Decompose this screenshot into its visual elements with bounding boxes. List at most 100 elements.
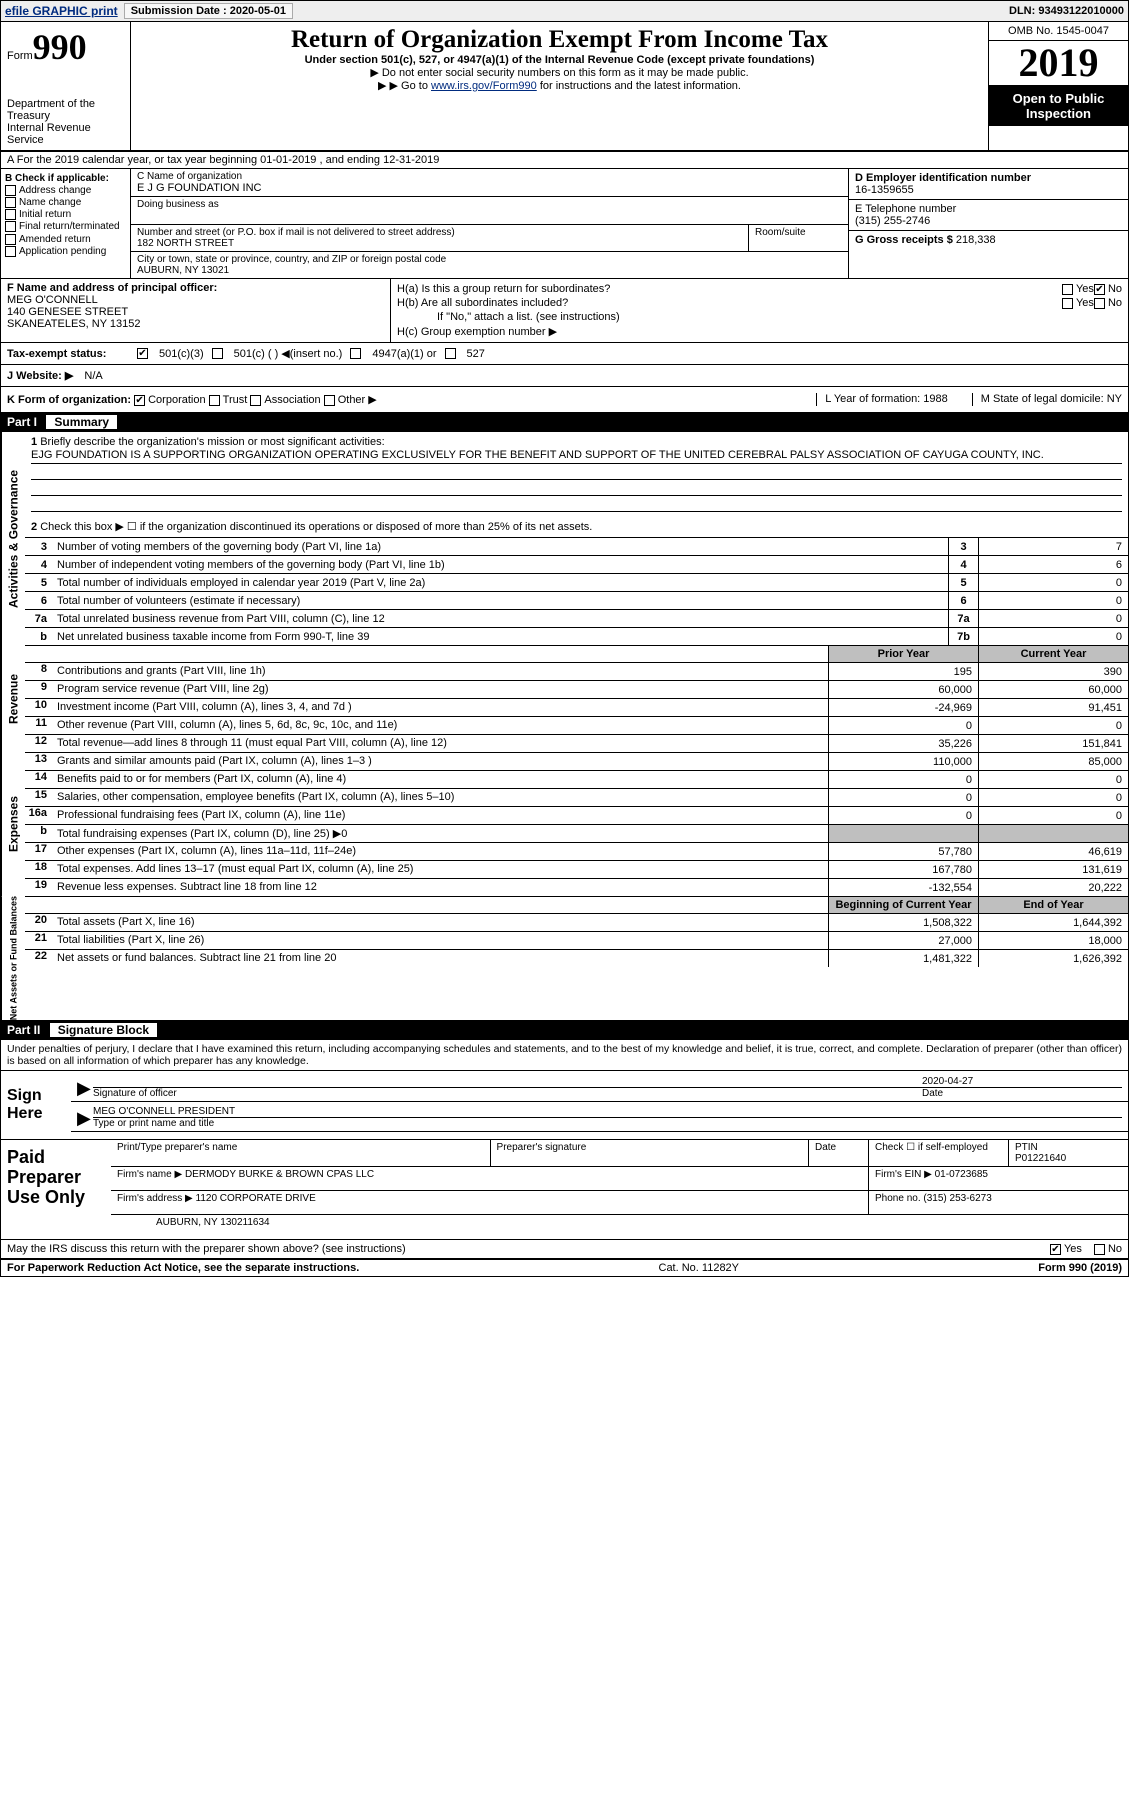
org-name: E J G FOUNDATION INC	[137, 182, 842, 194]
efile-link[interactable]: efile GRAPHIC print	[5, 4, 118, 18]
form-subtitle: Under section 501(c), 527, or 4947(a)(1)…	[137, 54, 982, 66]
officer-name: MEG O'CONNELL	[7, 294, 384, 306]
box-f: F Name and address of principal officer:…	[1, 279, 391, 342]
tax-year: 2019	[989, 41, 1128, 86]
firm-name: Firm's name ▶ DERMODY BURKE & BROWN CPAS…	[111, 1167, 868, 1190]
instruction-line2: ▶ Go to www.irs.gov/Form990 for instruct…	[137, 79, 982, 92]
discuss-yes[interactable]	[1050, 1244, 1061, 1255]
paid-preparer-block: Paid Preparer Use Only Print/Type prepar…	[1, 1139, 1128, 1239]
table-row: 9Program service revenue (Part VIII, lin…	[25, 680, 1128, 698]
footer: For Paperwork Reduction Act Notice, see …	[1, 1258, 1128, 1276]
prep-name: Print/Type preparer's name	[111, 1140, 490, 1166]
cb-501c3[interactable]	[137, 348, 148, 359]
cb-amended[interactable]: Amended return	[5, 234, 126, 245]
cb-527[interactable]	[445, 348, 456, 359]
table-row: 22Net assets or fund balances. Subtract …	[25, 949, 1128, 967]
table-row: 11Other revenue (Part VIII, column (A), …	[25, 716, 1128, 734]
table-row: 19Revenue less expenses. Subtract line 1…	[25, 878, 1128, 896]
header-right: OMB No. 1545-0047 2019 Open to Public In…	[988, 22, 1128, 150]
paperwork-notice: For Paperwork Reduction Act Notice, see …	[7, 1262, 359, 1274]
beg-end-header: Beginning of Current Year End of Year	[25, 896, 1128, 913]
box-l: L Year of formation: 1988	[816, 393, 948, 406]
hb-yes[interactable]	[1062, 298, 1073, 309]
table-row: bNet unrelated business taxable income f…	[25, 627, 1128, 645]
ein: 16-1359655	[855, 184, 1122, 196]
room-box: Room/suite	[748, 225, 848, 252]
firm-addr: Firm's address ▶ 1120 CORPORATE DRIVE	[111, 1191, 868, 1214]
table-row: 8Contributions and grants (Part VIII, li…	[25, 662, 1128, 680]
website-row: J Website: ▶ N/A	[1, 364, 1128, 386]
summary-rev: Revenue Prior Year Current Year 8Contrib…	[1, 645, 1128, 752]
box-h: H(a) Is this a group return for subordin…	[391, 279, 1128, 342]
table-row: 14Benefits paid to or for members (Part …	[25, 770, 1128, 788]
table-row: 4Number of independent voting members of…	[25, 555, 1128, 573]
cb-address-change[interactable]: Address change	[5, 185, 126, 196]
table-row: 7aTotal unrelated business revenue from …	[25, 609, 1128, 627]
arrow-icon: ▶	[77, 1108, 93, 1129]
cb-4947[interactable]	[350, 348, 361, 359]
cb-corp[interactable]	[134, 395, 145, 406]
form-header: Form990 Department of the Treasury Inter…	[1, 22, 1128, 152]
ha-yes[interactable]	[1062, 284, 1073, 295]
cb-assoc[interactable]	[250, 395, 261, 406]
gross-receipts: 218,338	[956, 234, 996, 246]
discuss-no[interactable]	[1094, 1244, 1105, 1255]
prior-cur-header: Prior Year Current Year	[25, 645, 1128, 662]
tab-revenue: Revenue	[1, 645, 25, 752]
prep-sig: Preparer's signature	[490, 1140, 808, 1166]
form-990: Form990 Department of the Treasury Inter…	[0, 22, 1129, 1277]
table-row: 17Other expenses (Part IX, column (A), l…	[25, 842, 1128, 860]
irs-link[interactable]: www.irs.gov/Form990	[431, 80, 537, 92]
cb-trust[interactable]	[209, 395, 220, 406]
table-row: 20Total assets (Part X, line 16)1,508,32…	[25, 913, 1128, 931]
street: 182 NORTH STREET	[137, 238, 742, 249]
tab-net-assets: Net Assets or Fund Balances	[1, 896, 25, 1020]
prep-date: Date	[808, 1140, 868, 1166]
box-d: D Employer identification number 16-1359…	[849, 169, 1128, 199]
table-row: 16aProfessional fundraising fees (Part I…	[25, 806, 1128, 824]
block-bcde: B Check if applicable: Address change Na…	[1, 169, 1128, 278]
block-fh: F Name and address of principal officer:…	[1, 278, 1128, 342]
box-deg: D Employer identification number 16-1359…	[848, 169, 1128, 278]
ha-no[interactable]	[1094, 284, 1105, 295]
sig-officer-line: Signature of officer	[93, 1073, 922, 1099]
firm-phone: Phone no. (315) 253-6273	[868, 1191, 1128, 1214]
open-to-public: Open to Public Inspection	[989, 86, 1128, 126]
cb-other[interactable]	[324, 395, 335, 406]
table-row: 13Grants and similar amounts paid (Part …	[25, 752, 1128, 770]
officer-street: 140 GENESEE STREET	[7, 306, 384, 318]
table-row: 3Number of voting members of the governi…	[25, 537, 1128, 555]
city: AUBURN, NY 13021	[137, 265, 842, 276]
box-b-header: B Check if applicable:	[5, 173, 126, 184]
website: N/A	[84, 370, 102, 382]
city-box: City or town, state or province, country…	[131, 252, 848, 278]
cb-name-change[interactable]: Name change	[5, 197, 126, 208]
table-row: bTotal fundraising expenses (Part IX, co…	[25, 824, 1128, 842]
topbar: efile GRAPHIC print Submission Date : 20…	[0, 0, 1129, 22]
firm-city: AUBURN, NY 130211634	[111, 1215, 1128, 1239]
table-row: 12Total revenue—add lines 8 through 11 (…	[25, 734, 1128, 752]
box-m: M State of legal domicile: NY	[972, 393, 1122, 406]
org-name-label: C Name of organization	[137, 171, 842, 182]
dba-box: Doing business as	[131, 197, 848, 225]
dln: DLN: 93493122010000	[1009, 5, 1124, 17]
box-b: B Check if applicable: Address change Na…	[1, 169, 131, 278]
discuss-row: May the IRS discuss this return with the…	[1, 1239, 1128, 1258]
table-row: 21Total liabilities (Part X, line 26)27,…	[25, 931, 1128, 949]
sig-date: 2020-04-27Date	[922, 1076, 1122, 1099]
submission-date: Submission Date : 2020-05-01	[124, 3, 293, 19]
table-row: 5Total number of individuals employed in…	[25, 573, 1128, 591]
tab-expenses: Expenses	[1, 752, 25, 896]
summary-net: Net Assets or Fund Balances Beginning of…	[1, 896, 1128, 1020]
line1-mission: 1 Briefly describe the organization's mi…	[25, 432, 1128, 516]
part1-header: Part I Summary	[1, 412, 1128, 432]
form-word: Form	[7, 50, 33, 62]
cb-app-pending[interactable]: Application pending	[5, 246, 126, 257]
paid-preparer-label: Paid Preparer Use Only	[1, 1140, 111, 1239]
phone: (315) 255-2746	[855, 215, 1122, 227]
cb-initial-return[interactable]: Initial return	[5, 209, 126, 220]
hb-no[interactable]	[1094, 298, 1105, 309]
cb-final-return[interactable]: Final return/terminated	[5, 221, 126, 232]
cb-501c[interactable]	[212, 348, 223, 359]
instruction-line1: Do not enter social security numbers on …	[137, 66, 982, 79]
